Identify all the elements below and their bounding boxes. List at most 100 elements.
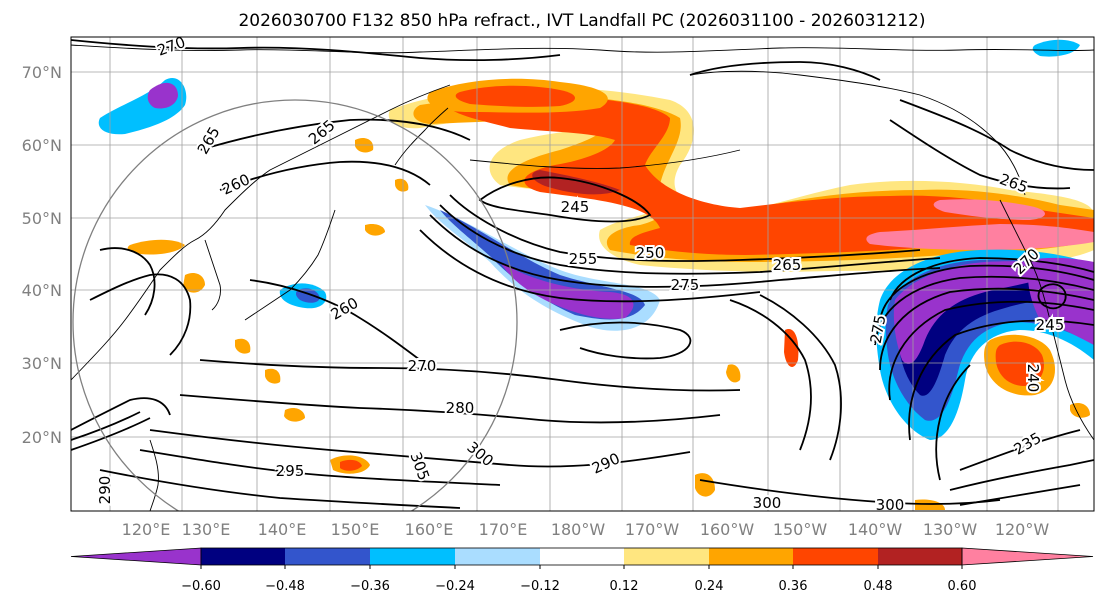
contour-270-mid <box>199 359 741 392</box>
contour-250 <box>449 194 921 262</box>
contour-swirl-east-4 <box>879 287 1094 371</box>
colorbar-segment <box>793 548 878 565</box>
contour-255 <box>439 204 941 275</box>
map-border <box>70 36 1095 512</box>
contour-290-south <box>149 429 691 468</box>
longitude-label: 130°W <box>923 520 978 539</box>
colorbar-segment <box>70 547 202 566</box>
contour-label: 240 <box>1024 364 1042 393</box>
contour-label: 255 <box>569 250 598 268</box>
colorbar-segment <box>624 548 709 565</box>
coast-aleutians <box>469 149 741 169</box>
contour-central-1 <box>729 299 812 451</box>
coast-kamchatka <box>394 107 449 166</box>
colorbar-segment <box>878 548 962 565</box>
longitude-label: 150°W <box>773 520 828 539</box>
positive-strong-north-pacific <box>440 96 1094 255</box>
contour-label: 295 <box>276 462 305 480</box>
coast-alaska <box>689 70 1026 196</box>
refractivity-contours <box>71 39 1094 509</box>
colorbar-tick-label: −0.24 <box>435 579 475 594</box>
longitude-label: 180°W <box>551 520 606 539</box>
contour-label: 275 <box>671 276 700 294</box>
contour-300-south <box>99 469 461 509</box>
contour-swirl-east-1 <box>889 257 1094 301</box>
contour-swirl-east-7 <box>935 364 971 481</box>
contour-295 <box>139 449 501 486</box>
contour-swirl-east-5 <box>888 300 1094 401</box>
negative-east-pacific-purple <box>893 261 1070 364</box>
contour-ring-ca <box>1037 283 1067 310</box>
colorbar: −0.60 −0.48 −0.36 −0.24 −0.12 0.12 0.24 0.36 0.4… <box>70 547 1094 594</box>
contour-philippines-1 <box>71 397 171 431</box>
coast-korea <box>204 239 221 311</box>
colorbar-tick-label: −0.36 <box>350 579 390 594</box>
contour-label: 290 <box>96 476 114 505</box>
latitude-label: 70°N <box>22 63 62 82</box>
coast-arctic <box>71 44 1094 54</box>
coast-asia-east <box>71 84 451 381</box>
colorbar-tick-label: 0.36 <box>779 579 808 594</box>
contour-260 <box>219 160 431 191</box>
contour-philippines-2 <box>71 411 141 441</box>
latitude-label: 30°N <box>22 354 62 373</box>
colorbar-segment <box>709 548 793 565</box>
latitude-label: 40°N <box>22 281 62 300</box>
contour-east-south-1 <box>949 459 1094 491</box>
colorbar-tick-label: 0.24 <box>695 579 724 594</box>
colorbar-segment <box>285 548 370 565</box>
contour-label: 270 <box>408 357 437 375</box>
contour-arctic-east <box>689 61 881 81</box>
latitude-labels: 70°N 60°N 50°N 40°N 30°N 20°N <box>22 63 62 447</box>
longitude-label: 130°E <box>182 520 231 539</box>
contour-label: 300 <box>876 496 905 514</box>
colorbar-tick-label: −0.48 <box>265 579 305 594</box>
colorbar-segment <box>540 548 624 565</box>
figure-title: 2026030700 F132 850 hPa refract., IVT La… <box>238 11 925 31</box>
contour-245-low <box>478 176 652 223</box>
contour-label: 245 <box>561 198 590 216</box>
longitude-label: 160°E <box>405 520 454 539</box>
contour-270-north <box>71 39 561 62</box>
longitude-label: 170°W <box>625 520 680 539</box>
contour-alaska-270 <box>899 99 1094 171</box>
contour-280 <box>179 394 721 424</box>
contour-swirl-east-3 <box>874 275 1094 346</box>
contour-mid-bump <box>559 321 692 360</box>
contour-swirl-east-6 <box>908 319 1094 441</box>
colorbar-tick-label: 0.12 <box>610 579 639 594</box>
contour-235 <box>959 429 1081 471</box>
positive-okhotsk-core <box>455 85 575 107</box>
longitude-label: 150°E <box>331 520 380 539</box>
contour-central-2 <box>759 294 842 461</box>
scattered-positive-blobs <box>127 138 1090 510</box>
latitude-label: 20°N <box>22 428 62 447</box>
longitude-label: 140°E <box>258 520 307 539</box>
coast-japan <box>244 209 336 321</box>
contour-asia-1 <box>89 273 192 356</box>
longitude-label: 120°W <box>995 520 1050 539</box>
negative-siberia-north-core <box>147 82 178 109</box>
contour-label: 300 <box>753 494 782 512</box>
contour-label: 265 <box>773 256 802 274</box>
contour-265-mid <box>429 214 941 288</box>
contour-265-north <box>199 118 471 151</box>
colorbar-outline <box>200 547 963 566</box>
longitude-label: 170°E <box>479 520 528 539</box>
positive-california-core <box>995 341 1045 386</box>
colorbar-segment <box>370 548 455 565</box>
negative-max-west-pacific <box>500 262 634 319</box>
longitude-labels: 120°E 130°E 140°E 150°E 160°E 170°E 180°W 170°W… <box>122 520 1050 539</box>
colorbar-segment <box>455 548 540 565</box>
latitude-label: 50°N <box>22 209 62 228</box>
focus-region-circle <box>72 99 518 511</box>
colorbar-tick-label: −0.60 <box>181 579 221 594</box>
colorbar-tick-label: −0.12 <box>520 579 560 594</box>
contour-260-japan <box>249 279 421 361</box>
positive-max-north-pacific <box>532 170 620 195</box>
contour-philippines-3 <box>71 417 151 451</box>
colorbar-segment <box>961 547 1094 566</box>
graticule <box>71 37 1094 511</box>
